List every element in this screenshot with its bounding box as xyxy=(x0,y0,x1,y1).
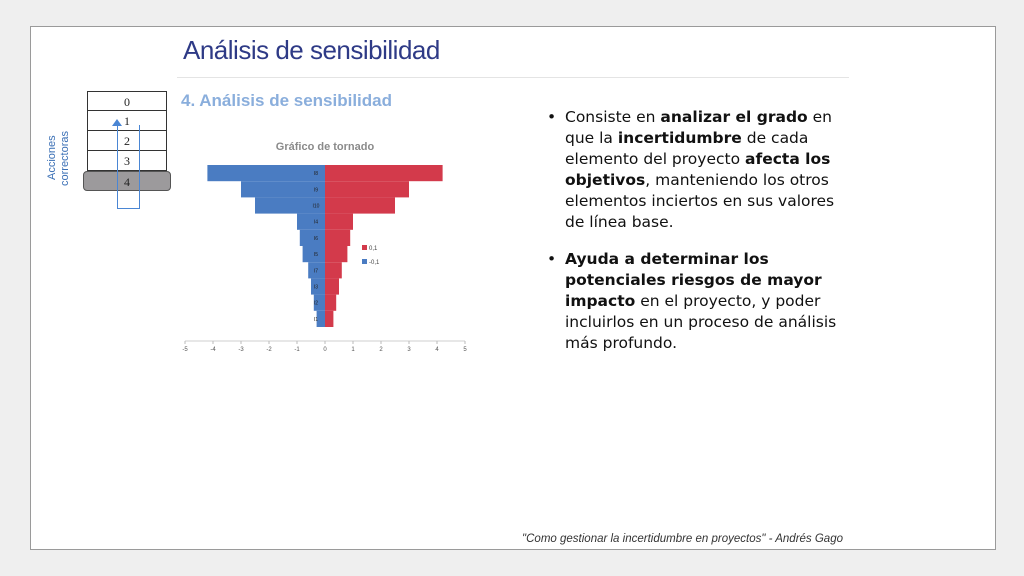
bar-positive xyxy=(325,197,395,214)
bar-negative xyxy=(313,294,325,311)
bar-positive xyxy=(325,278,339,295)
step-box: 3 xyxy=(87,151,167,171)
x-tick-label: -2 xyxy=(266,347,272,353)
bullet-text: analizar el grado xyxy=(660,108,808,126)
bar-positive xyxy=(325,294,337,311)
bar-negative xyxy=(302,246,325,263)
step-label: 0 xyxy=(124,95,130,109)
bar-negative xyxy=(308,262,325,279)
step-label: 1 xyxy=(124,114,130,128)
bar-negative xyxy=(297,213,325,230)
bullet-text: incertidumbre xyxy=(617,129,742,147)
slide: Análisis de sensibilidad Acciones correc… xyxy=(30,26,996,550)
bar-positive xyxy=(325,165,443,182)
bar-positive xyxy=(325,181,409,198)
x-tick-label: -3 xyxy=(238,347,244,353)
step-label: 4 xyxy=(124,175,130,189)
tornado-chart: Gráfico de tornado I8 I9 I10 I4 I6 I5 I7 I3 I2 I1 -… xyxy=(175,135,475,367)
bar-negative xyxy=(316,310,325,327)
category-label: I7 xyxy=(314,268,318,274)
bar-negative xyxy=(207,165,325,182)
step-label: 2 xyxy=(124,134,130,148)
category-label: I9 xyxy=(314,187,318,193)
category-label: I5 xyxy=(314,252,318,258)
section-heading: 4. Análisis de sensibilidad xyxy=(181,91,392,110)
step-box: 1 xyxy=(87,111,167,131)
bullet-icon: • xyxy=(547,250,557,268)
bullet-list: • Consiste en analizar el grado en que la… xyxy=(547,107,847,370)
bullet-text: Ayuda a determinar los potenciales riesg… xyxy=(565,250,822,310)
x-tick-label: 0 xyxy=(323,347,327,353)
x-tick-label: -4 xyxy=(210,347,216,353)
bar-positive xyxy=(325,246,348,263)
bar-positive xyxy=(325,229,351,246)
legend-label: -0,1 xyxy=(369,260,380,266)
bullet-text: en que la xyxy=(565,108,832,147)
category-label: I1 xyxy=(314,317,318,323)
bullet-text: Consiste en xyxy=(565,108,661,126)
category-label: I10 xyxy=(313,204,320,210)
bullet-item: • Ayuda a determinar los potenciales ries… xyxy=(547,249,847,354)
x-tick-label: 1 xyxy=(351,347,355,353)
bar-negative xyxy=(255,197,325,214)
title-divider xyxy=(177,77,849,78)
category-label: I2 xyxy=(314,301,318,307)
bar-positive xyxy=(325,213,353,230)
category-label: I8 xyxy=(314,171,318,177)
bullet-text: de cada elemento del proyecto xyxy=(565,129,809,168)
x-tick-label: 5 xyxy=(463,347,467,353)
legend-label: 0,1 xyxy=(369,246,378,252)
x-tick-label: 2 xyxy=(379,347,383,353)
step-ladder: 0 1 2 3 4 xyxy=(83,91,171,191)
x-tick-label: 3 xyxy=(407,347,411,353)
bar-negative xyxy=(241,181,325,198)
step-box: 4 xyxy=(83,171,171,191)
bar-negative xyxy=(299,229,325,246)
bullet-text: en el proyecto, y poder incluirlos en un… xyxy=(565,292,837,352)
step-box: 2 xyxy=(87,131,167,151)
footer-citation: "Como gestionar la incertidumbre en proy… xyxy=(522,533,843,545)
bullet-text: , manteniendo los otros elementos incier… xyxy=(565,171,835,231)
tornado-chart-svg: Gráfico de tornado I8 I9 I10 I4 I6 I5 I7 I3 I2 I1 -… xyxy=(182,141,467,353)
chart-title: Gráfico de tornado xyxy=(276,141,375,153)
bullet-icon: • xyxy=(547,108,557,126)
category-label: I6 xyxy=(314,236,318,242)
bar-positive xyxy=(325,262,342,279)
side-label: Acciones correctoras xyxy=(46,130,71,186)
step-box: 0 xyxy=(87,91,167,111)
step-label: 3 xyxy=(124,154,130,168)
bullet-item: • Consiste en analizar el grado en que la… xyxy=(547,107,847,233)
category-label: I4 xyxy=(314,220,318,226)
arrow-up-icon xyxy=(112,119,122,126)
feedback-loop-line xyxy=(117,125,140,209)
x-tick-label: -5 xyxy=(182,347,188,353)
slide-title: Análisis de sensibilidad xyxy=(183,35,440,65)
legend-swatch xyxy=(362,245,367,250)
category-label: I3 xyxy=(314,285,318,291)
x-tick-label: -1 xyxy=(294,347,300,353)
x-tick-label: 4 xyxy=(435,347,439,353)
bar-negative xyxy=(311,278,325,295)
bar-positive xyxy=(325,310,334,327)
bullet-text: afecta los objetivos xyxy=(565,150,831,189)
legend-swatch xyxy=(362,259,367,264)
